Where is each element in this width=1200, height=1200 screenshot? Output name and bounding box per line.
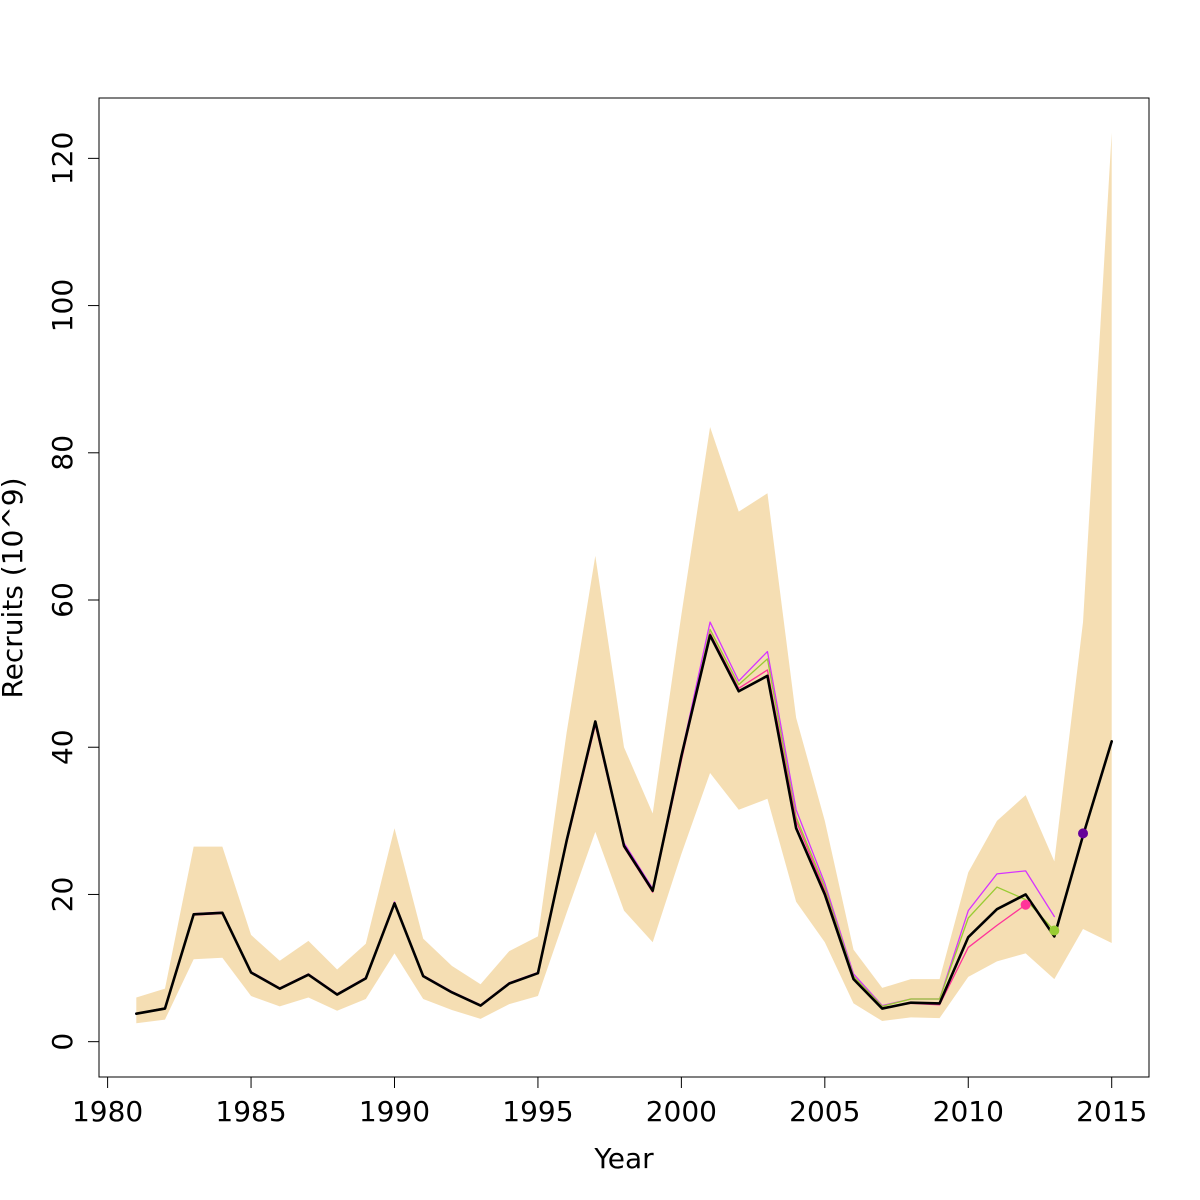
y-tick-label: 80 bbox=[46, 435, 79, 471]
y-tick-label: 100 bbox=[46, 279, 79, 332]
y-tick-label: 120 bbox=[46, 132, 79, 185]
x-tick-label: 2015 bbox=[1076, 1095, 1147, 1128]
x-tick-label: 2010 bbox=[933, 1095, 1004, 1128]
x-tick-label: 1995 bbox=[502, 1095, 573, 1128]
confidence-band bbox=[136, 132, 1112, 1024]
x-tick-label: 1990 bbox=[359, 1095, 430, 1128]
y-axis: 0 20 40 60 80 100 120 bbox=[46, 132, 100, 1051]
marker-layer bbox=[1020, 828, 1089, 936]
series-layer bbox=[134, 621, 1114, 1015]
series-end-point-3 bbox=[1020, 899, 1031, 910]
x-tick-label: 1980 bbox=[72, 1095, 143, 1128]
series-end-point-2 bbox=[1049, 925, 1060, 936]
data-point-marker-1 bbox=[1078, 828, 1089, 839]
y-tick-label: 20 bbox=[46, 877, 79, 913]
confidence-band-layer bbox=[136, 132, 1112, 1024]
y-tick-label: 0 bbox=[46, 1033, 79, 1051]
x-tick-label: 1985 bbox=[215, 1095, 286, 1128]
y-tick-label: 60 bbox=[46, 582, 79, 618]
series-line-4 bbox=[134, 634, 1114, 1015]
x-axis-title: Year bbox=[593, 1142, 654, 1175]
y-tick-label: 40 bbox=[46, 729, 79, 765]
x-axis: 1980 1985 1990 1995 2000 2005 2010 2015 bbox=[72, 1076, 1147, 1128]
x-tick-label: 2005 bbox=[789, 1095, 860, 1128]
x-tick-label: 2000 bbox=[646, 1095, 717, 1128]
y-axis-title: Recruits (10^9) bbox=[0, 477, 29, 698]
